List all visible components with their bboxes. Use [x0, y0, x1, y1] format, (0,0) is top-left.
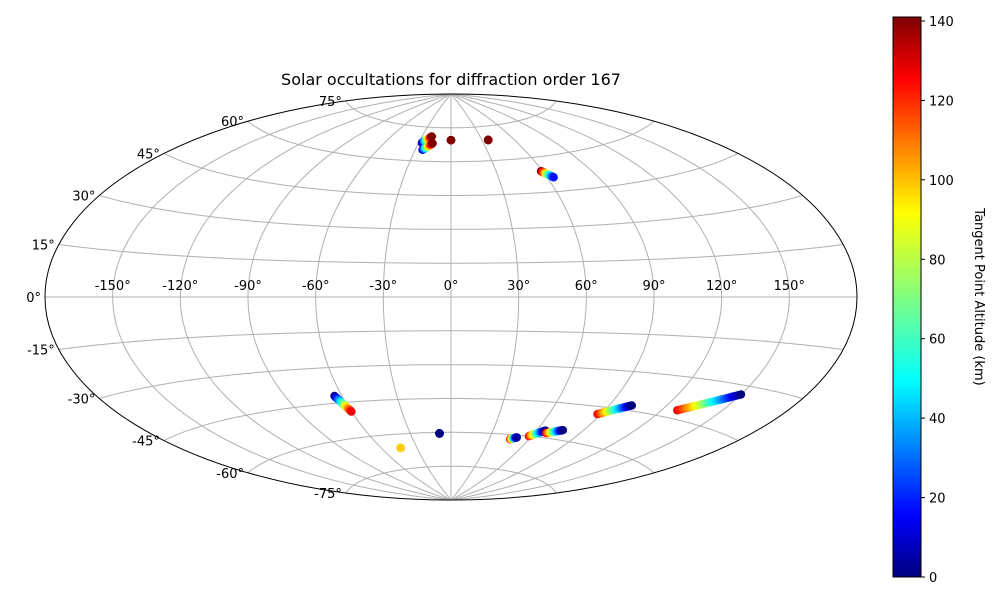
y-tick-label: 15° — [32, 239, 55, 254]
y-tick-label: 45° — [137, 148, 160, 163]
y-tick-label: -60° — [216, 467, 244, 482]
occultation-point — [396, 443, 405, 453]
y-tick-label: -15° — [27, 344, 55, 359]
y-tick-label: 0° — [26, 291, 41, 306]
parallel-line — [99, 364, 803, 399]
y-tick-label: -30° — [68, 393, 96, 408]
y-tick-label: -75° — [314, 487, 342, 502]
parallel-line — [163, 398, 739, 441]
x-tick-label: 60° — [575, 279, 598, 294]
parallel-line — [58, 244, 844, 264]
y-tick-label: 30° — [72, 190, 95, 205]
colorbar-tick-label: 60 — [929, 333, 946, 348]
occultation-point — [627, 401, 636, 410]
x-tick-label: -150° — [95, 279, 131, 294]
x-tick-label: -60° — [302, 279, 330, 294]
occultation-point — [549, 173, 558, 182]
y-tick-label: -45° — [132, 435, 160, 450]
parallel-line — [247, 120, 655, 163]
occultation-point — [435, 429, 444, 438]
y-tick-label: 75° — [319, 95, 342, 110]
colorbar-tick-label: 80 — [929, 253, 946, 268]
x-tick-label: -30° — [369, 279, 397, 294]
x-tick-label: 120° — [706, 279, 737, 294]
map-boundary — [44, 93, 858, 501]
x-tick-label: 150° — [774, 279, 805, 294]
map-grid — [45, 94, 857, 500]
parallel-line — [58, 330, 844, 350]
colorbar-tick-label: 20 — [929, 492, 946, 507]
occultation-point — [484, 135, 493, 145]
parallel-line — [163, 153, 739, 196]
latitude-tick-labels: -75° -60° -45° -30° -15° 0° 15° 30° 45° 60° 75° — [26, 95, 342, 502]
x-tick-label: 90° — [642, 279, 665, 294]
colorbar-ticks: 0 20 40 60 80 100 120 140 — [921, 15, 954, 586]
colorbar — [892, 16, 922, 578]
parallel-line — [247, 431, 655, 474]
occultation-point — [446, 136, 456, 145]
parallel-line — [345, 465, 557, 494]
occultation-points — [330, 132, 746, 453]
longitude-tick-labels: -150° -120° -90° -60° -30° 0° 30° 60° 90° 120° 150… — [95, 279, 805, 294]
colorbar-tick-label: 0 — [929, 571, 937, 586]
x-tick-label: -120° — [162, 279, 198, 294]
x-tick-label: -90° — [234, 279, 262, 294]
parallel-line — [345, 100, 557, 129]
colorbar-tick-label: 140 — [929, 15, 954, 30]
colorbar-tick-label: 100 — [929, 174, 954, 189]
occultation-point — [428, 139, 437, 148]
colorbar-tick-label: 40 — [929, 412, 946, 427]
occultation-point — [512, 433, 521, 442]
occultation-point — [558, 426, 568, 435]
occultation-point — [736, 390, 746, 399]
y-tick-label: 60° — [221, 115, 244, 130]
occultation-point — [347, 407, 356, 416]
x-tick-label: 30° — [507, 279, 530, 294]
chart-title: Solar occultations for diffraction order… — [281, 70, 621, 89]
occultation-point — [427, 132, 436, 141]
parallel-line — [99, 195, 803, 230]
colorbar-label: Tangent Point Altitude (km) — [971, 207, 986, 385]
x-tick-label: 0° — [444, 279, 459, 294]
colorbar-tick-label: 120 — [929, 94, 954, 109]
